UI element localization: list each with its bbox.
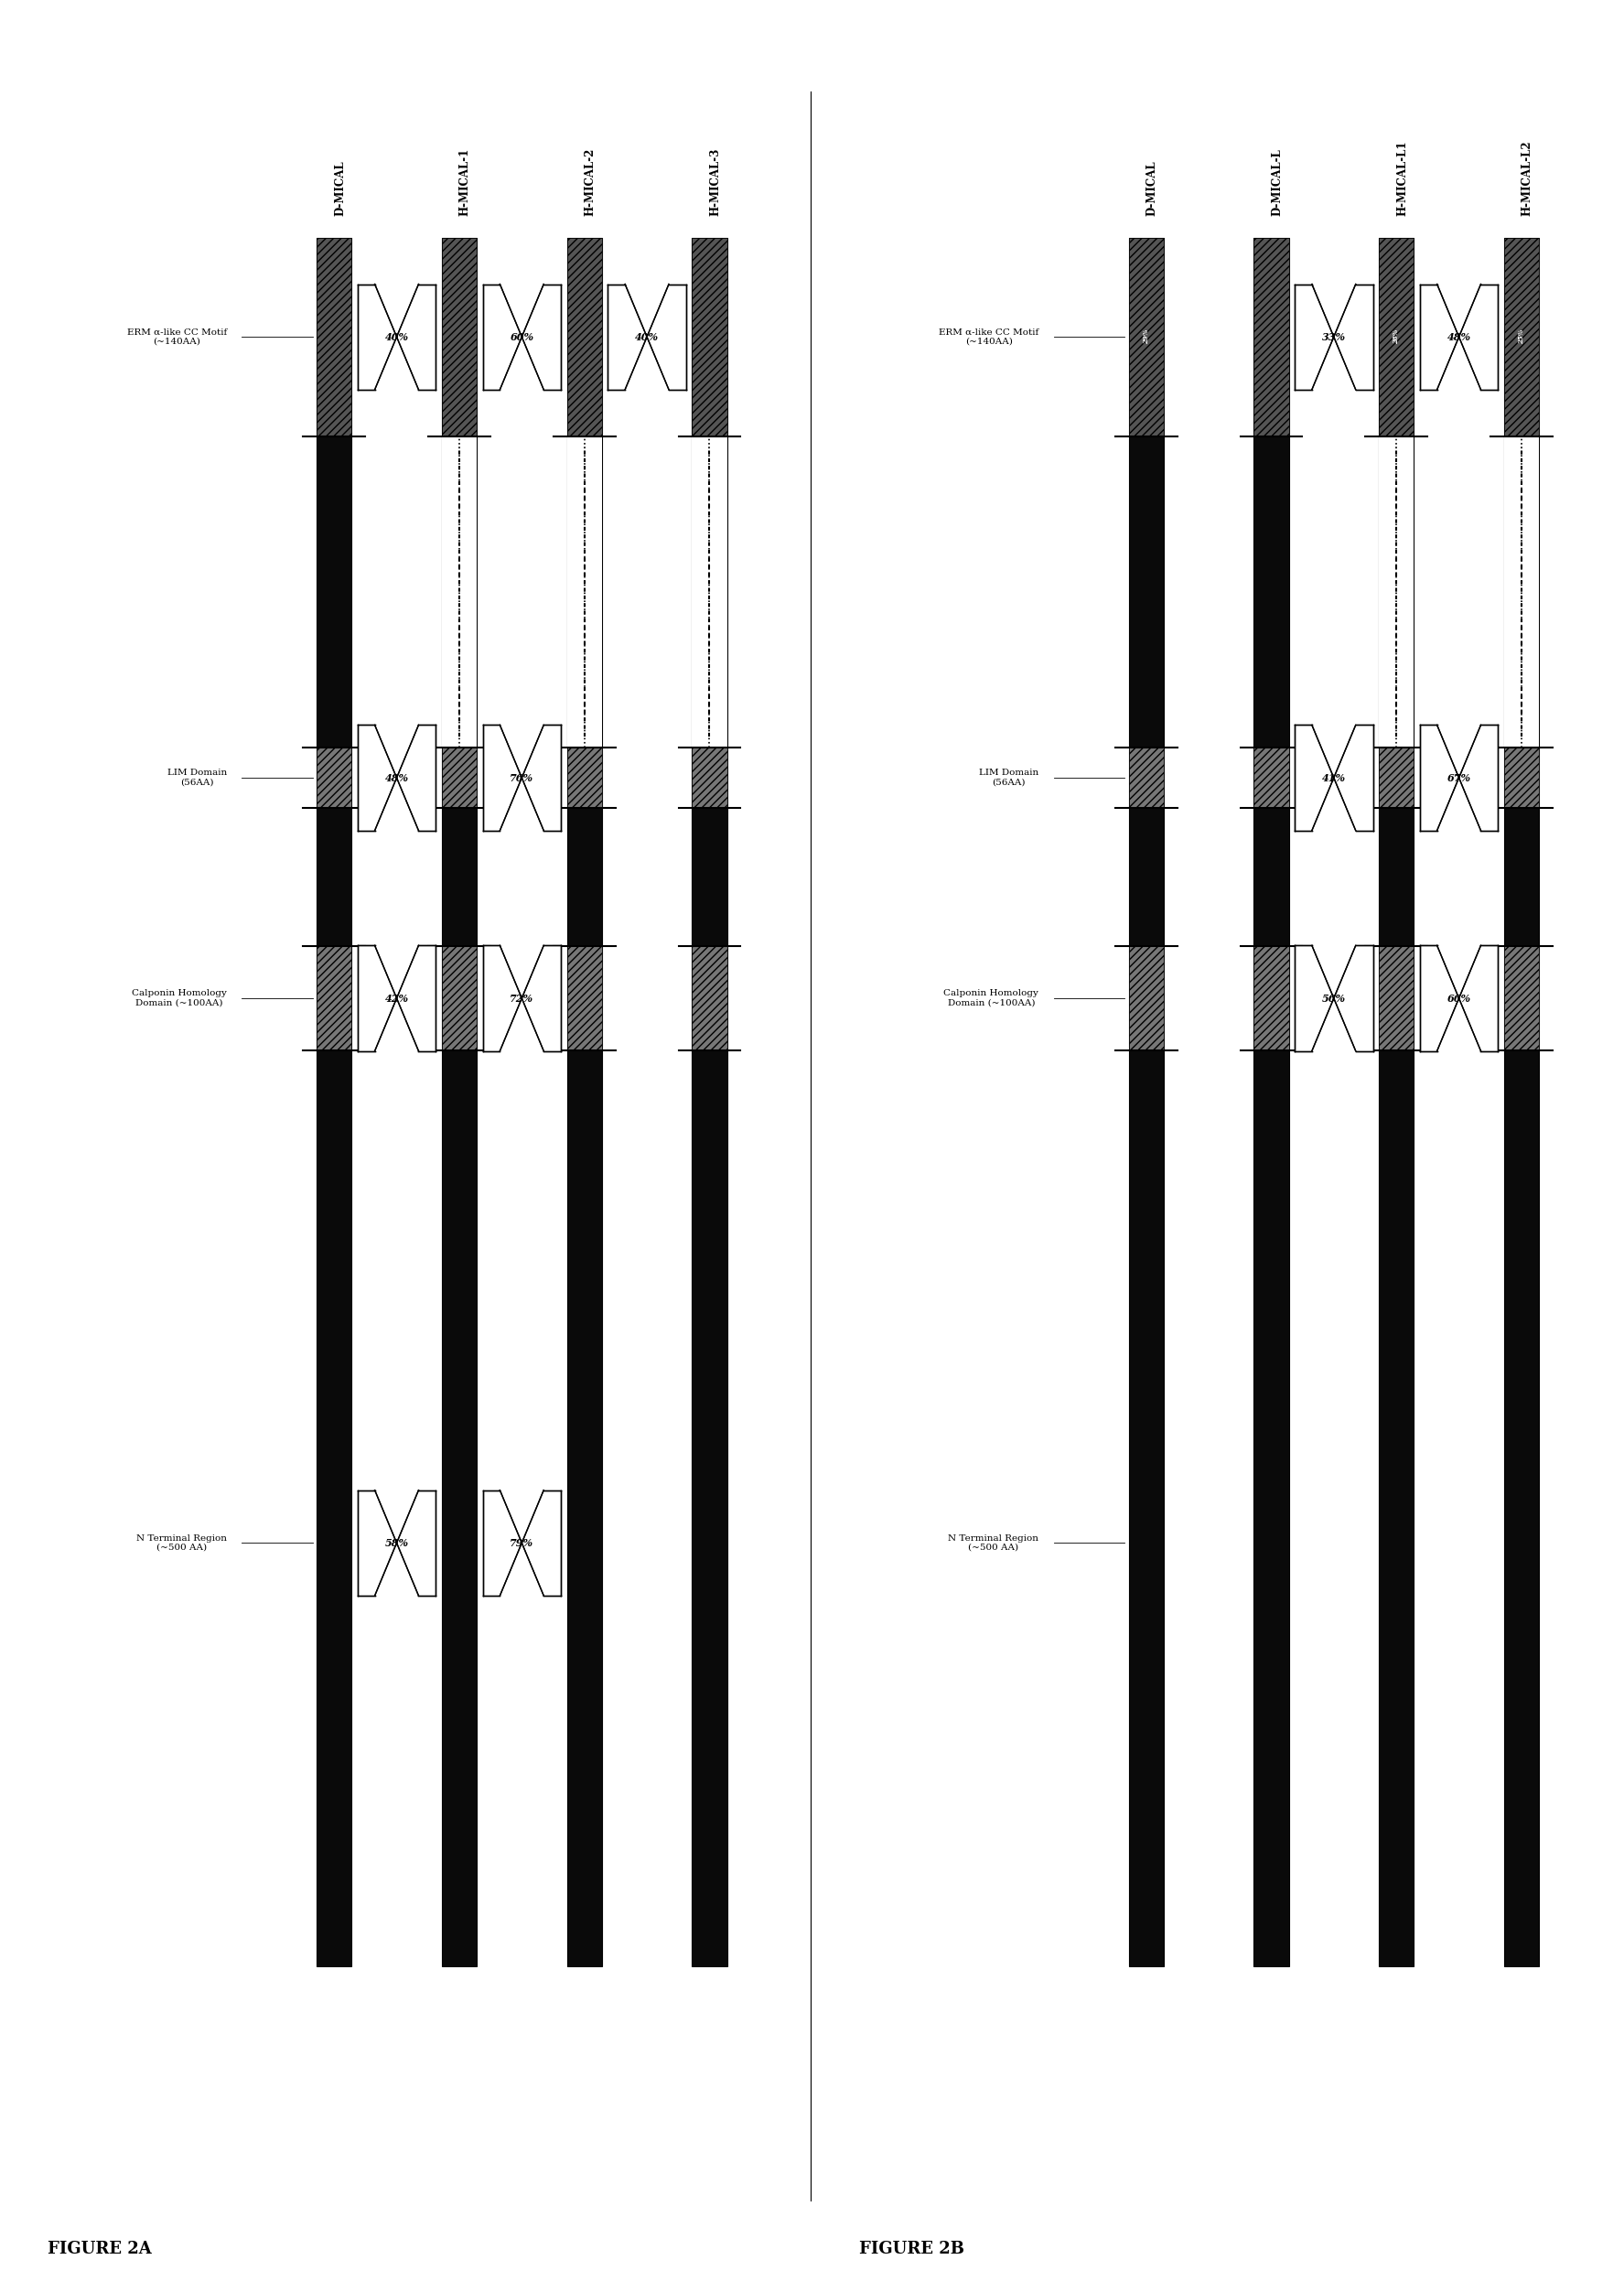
Bar bbox=[1379, 947, 1415, 1050]
Text: 25%: 25% bbox=[1518, 330, 1525, 344]
FancyBboxPatch shape bbox=[482, 284, 560, 390]
Text: 48%: 48% bbox=[1447, 332, 1471, 342]
Text: 67%: 67% bbox=[1447, 772, 1471, 784]
Text: 58%: 58% bbox=[385, 1538, 409, 1547]
Bar bbox=[442, 238, 477, 435]
Text: 28%: 28% bbox=[1393, 330, 1400, 344]
Text: 41%: 41% bbox=[1322, 772, 1346, 784]
Bar bbox=[1129, 947, 1164, 1050]
Text: D-MICAL-L: D-MICAL-L bbox=[1272, 149, 1283, 215]
FancyBboxPatch shape bbox=[607, 284, 685, 390]
Text: FIGURE 2A: FIGURE 2A bbox=[47, 2242, 151, 2258]
Bar bbox=[1254, 238, 1289, 1967]
Text: 76%: 76% bbox=[510, 772, 534, 784]
Bar bbox=[1504, 435, 1540, 747]
Text: 48%: 48% bbox=[385, 772, 409, 784]
Bar bbox=[317, 747, 352, 809]
FancyBboxPatch shape bbox=[482, 947, 560, 1052]
Bar bbox=[1504, 947, 1540, 1050]
Bar bbox=[1379, 747, 1415, 809]
Text: 60%: 60% bbox=[510, 332, 534, 342]
Bar bbox=[1129, 747, 1164, 809]
Bar bbox=[567, 435, 603, 747]
Bar bbox=[1254, 238, 1289, 435]
Text: ERM α-like CC Motif
(~140AA): ERM α-like CC Motif (~140AA) bbox=[939, 328, 1039, 346]
FancyBboxPatch shape bbox=[357, 284, 435, 390]
Bar bbox=[567, 947, 603, 1050]
FancyBboxPatch shape bbox=[1419, 284, 1497, 390]
Text: N Terminal Region
(~500 AA): N Terminal Region (~500 AA) bbox=[948, 1533, 1039, 1552]
Bar bbox=[692, 238, 728, 1967]
FancyBboxPatch shape bbox=[357, 1490, 435, 1595]
Text: H-MICAL-L1: H-MICAL-L1 bbox=[1397, 140, 1408, 215]
Bar bbox=[1504, 747, 1540, 809]
Bar bbox=[1379, 435, 1415, 747]
FancyBboxPatch shape bbox=[1294, 284, 1372, 390]
Bar bbox=[692, 238, 728, 435]
Bar bbox=[442, 947, 477, 1050]
FancyBboxPatch shape bbox=[1294, 947, 1372, 1052]
Text: 40%: 40% bbox=[635, 332, 659, 342]
Text: Calponin Homology
Domain (~100AA): Calponin Homology Domain (~100AA) bbox=[944, 990, 1039, 1006]
Text: 56%: 56% bbox=[1322, 992, 1346, 1004]
Bar bbox=[317, 238, 352, 435]
Text: ERM α-like CC Motif
(~140AA): ERM α-like CC Motif (~140AA) bbox=[127, 328, 227, 346]
Text: FIGURE 2B: FIGURE 2B bbox=[859, 2242, 965, 2258]
FancyBboxPatch shape bbox=[1419, 947, 1497, 1052]
Text: H-MICAL-L2: H-MICAL-L2 bbox=[1522, 140, 1533, 215]
FancyBboxPatch shape bbox=[482, 724, 560, 830]
Bar bbox=[1379, 238, 1415, 435]
Text: N Terminal Region
(~500 AA): N Terminal Region (~500 AA) bbox=[136, 1533, 227, 1552]
Bar bbox=[1254, 947, 1289, 1050]
Bar bbox=[317, 947, 352, 1050]
Bar bbox=[1379, 238, 1415, 1967]
Text: H-MICAL-3: H-MICAL-3 bbox=[710, 149, 721, 215]
Text: H-MICAL-2: H-MICAL-2 bbox=[585, 149, 596, 215]
Text: 40%: 40% bbox=[385, 332, 409, 342]
Text: 33%: 33% bbox=[1322, 332, 1346, 342]
Text: H-MICAL-1: H-MICAL-1 bbox=[460, 149, 471, 215]
Text: D-MICAL: D-MICAL bbox=[1147, 160, 1158, 215]
Text: LIM Domain
(56AA): LIM Domain (56AA) bbox=[167, 768, 227, 786]
Bar bbox=[1129, 238, 1164, 1967]
Bar bbox=[1504, 238, 1540, 435]
FancyBboxPatch shape bbox=[357, 724, 435, 830]
Text: 29%: 29% bbox=[1142, 330, 1150, 344]
Bar bbox=[567, 747, 603, 809]
Text: Calponin Homology
Domain (~100AA): Calponin Homology Domain (~100AA) bbox=[132, 990, 227, 1006]
Bar bbox=[1504, 238, 1540, 1967]
Text: 66%: 66% bbox=[1447, 992, 1471, 1004]
Bar bbox=[567, 238, 603, 1967]
Bar bbox=[692, 947, 728, 1050]
Bar bbox=[317, 238, 352, 1967]
Bar bbox=[1254, 747, 1289, 809]
Bar bbox=[692, 435, 728, 747]
Bar bbox=[692, 747, 728, 809]
FancyBboxPatch shape bbox=[1419, 724, 1497, 830]
FancyBboxPatch shape bbox=[357, 947, 435, 1052]
FancyBboxPatch shape bbox=[1294, 724, 1372, 830]
Bar bbox=[442, 747, 477, 809]
Text: 42%: 42% bbox=[385, 992, 409, 1004]
Bar bbox=[1129, 238, 1164, 435]
FancyBboxPatch shape bbox=[482, 1490, 560, 1595]
Bar bbox=[442, 435, 477, 747]
Text: LIM Domain
(56AA): LIM Domain (56AA) bbox=[979, 768, 1039, 786]
Text: 79%: 79% bbox=[510, 1538, 534, 1547]
Text: D-MICAL: D-MICAL bbox=[335, 160, 346, 215]
Bar bbox=[442, 238, 477, 1967]
Bar bbox=[567, 238, 603, 435]
Text: 72%: 72% bbox=[510, 992, 534, 1004]
